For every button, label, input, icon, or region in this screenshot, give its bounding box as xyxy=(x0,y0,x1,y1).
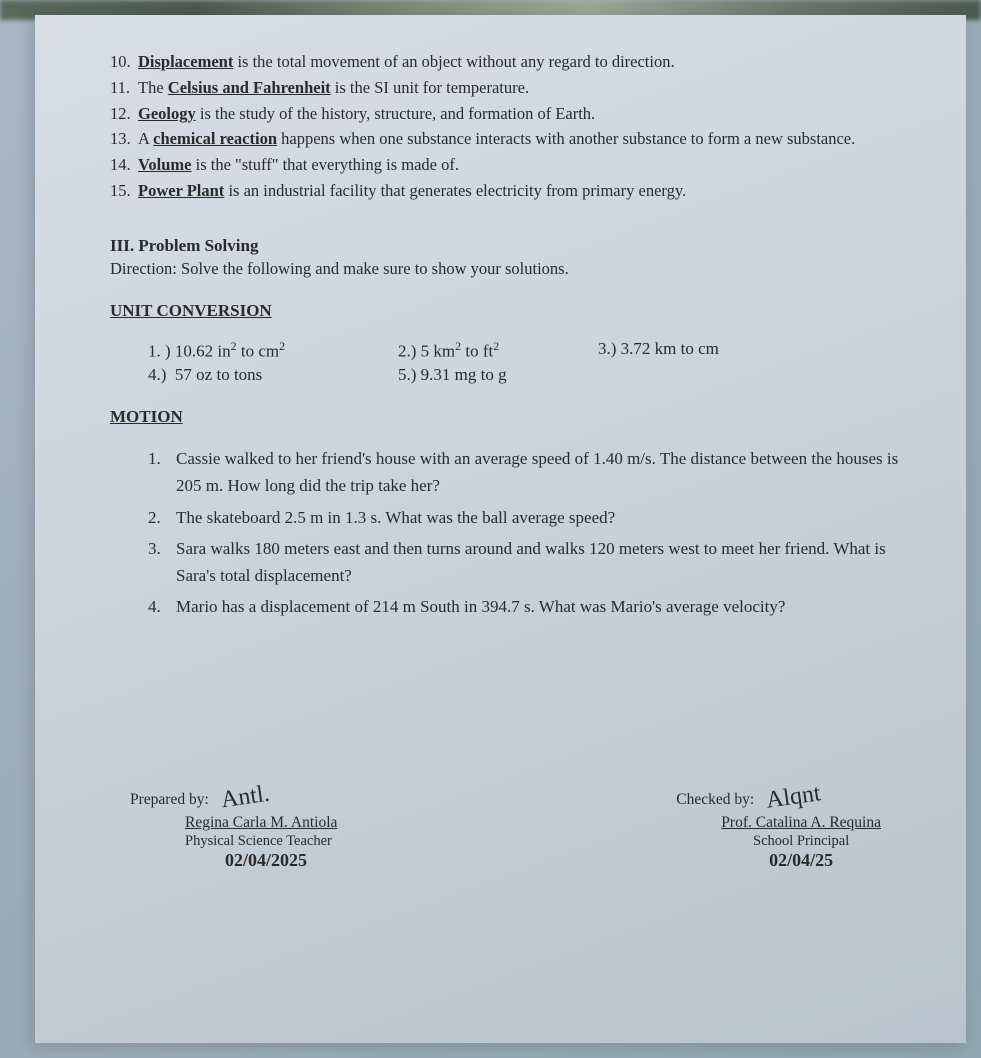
conv-num: 4.) xyxy=(148,365,166,384)
conv-num: 5.) xyxy=(398,365,416,384)
conv-num: 3.) xyxy=(598,339,616,358)
item-15: 15. Power Plant is an industrial facilit… xyxy=(110,179,911,204)
item-text: The Celsius and Fahrenheit is the SI uni… xyxy=(138,76,911,101)
item-text: Power Plant is an industrial facility th… xyxy=(138,179,911,204)
item-number: 12. xyxy=(110,102,138,127)
prepared-by-block: Prepared by: Antl. Regina Carla M. Antio… xyxy=(130,790,337,871)
signature-scribble-icon: Alqnt xyxy=(765,787,821,809)
motion-num: 4. xyxy=(148,593,176,620)
item-rest: is the total movement of an object witho… xyxy=(233,52,674,71)
item-12: 12. Geology is the study of the history,… xyxy=(110,102,911,127)
prepared-label: Prepared by: Antl. xyxy=(130,790,337,809)
checked-by-block: Checked by: Alqnt Prof. Catalina A. Requ… xyxy=(676,790,881,871)
conv-rest: to cm xyxy=(237,341,280,360)
motion-item-4: 4. Mario has a displacement of 214 m Sou… xyxy=(148,593,911,620)
conversion-row-2: 4.) 57 oz to tons 5.) 9.31 mg to g xyxy=(148,365,911,385)
item-term: Volume xyxy=(138,155,191,174)
item-term: Celsius and Fahrenheit xyxy=(168,78,331,97)
conv-rest: to ft xyxy=(461,341,493,360)
conversion-row-1: 1. ) 10.62 in2 to cm2 2.) 5 km2 to ft2 3… xyxy=(148,339,911,362)
conv-num: 2.) xyxy=(398,341,416,360)
item-term: Geology xyxy=(138,104,196,123)
motion-item-1: 1. Cassie walked to her friend's house w… xyxy=(148,445,911,499)
item-term: chemical reaction xyxy=(153,129,277,148)
checked-date: 02/04/25 xyxy=(721,850,881,871)
conv-val: 57 oz to tons xyxy=(175,365,262,384)
item-rest: is the study of the history, structure, … xyxy=(196,104,595,123)
conv-sup2: 2 xyxy=(279,339,285,353)
checked-name: Prof. Catalina A. Requina xyxy=(721,814,881,832)
unit-conversion-list: 1. ) 10.62 in2 to cm2 2.) 5 km2 to ft2 3… xyxy=(110,339,911,386)
prepared-name: Regina Carla M. Antiola xyxy=(185,814,337,832)
item-11: 11. The Celsius and Fahrenheit is the SI… xyxy=(110,76,911,101)
item-10: 10. Displacement is the total movement o… xyxy=(110,50,911,75)
unit-conversion-heading: UNIT CONVERSION xyxy=(110,301,911,321)
item-text: Displacement is the total movement of an… xyxy=(138,50,911,75)
motion-heading: MOTION xyxy=(110,407,911,427)
conv-empty xyxy=(598,365,911,385)
motion-num: 3. xyxy=(148,535,176,589)
checked-role: School Principal xyxy=(721,833,881,850)
conv-num: 1. ) xyxy=(148,341,171,360)
item-text: Geology is the study of the history, str… xyxy=(138,102,911,127)
signature-scribble-icon: Antl. xyxy=(220,787,270,808)
document-page: 10. Displacement is the total movement o… xyxy=(35,15,966,1043)
item-number: 14. xyxy=(110,153,138,178)
item-rest: is the SI unit for temperature. xyxy=(331,78,529,97)
motion-text: Sara walks 180 meters east and then turn… xyxy=(176,535,911,589)
item-number: 13. xyxy=(110,127,138,152)
item-text: Volume is the "stuff" that everything is… xyxy=(138,153,911,178)
signature-area: Prepared by: Antl. Regina Carla M. Antio… xyxy=(110,790,911,871)
conv-val: 9.31 mg to g xyxy=(421,365,507,384)
motion-num: 1. xyxy=(148,445,176,499)
conv-item-4: 4.) 57 oz to tons xyxy=(148,365,398,385)
motion-item-3: 3. Sara walks 180 meters east and then t… xyxy=(148,535,911,589)
item-prefix: A xyxy=(138,129,153,148)
section-3-title: III. Problem Solving xyxy=(110,236,911,256)
conv-val: 10.62 in xyxy=(175,341,231,360)
conv-val: 3.72 km to cm xyxy=(621,339,719,358)
item-rest: is an industrial facility that generates… xyxy=(224,181,686,200)
conv-sup2: 2 xyxy=(493,339,499,353)
item-text: A chemical reaction happens when one sub… xyxy=(138,127,911,152)
motion-text: Mario has a displacement of 214 m South … xyxy=(176,593,911,620)
motion-text: The skateboard 2.5 m in 1.3 s. What was … xyxy=(176,504,911,531)
motion-problems: 1. Cassie walked to her friend's house w… xyxy=(110,445,911,620)
prepared-role: Physical Science Teacher xyxy=(185,833,337,850)
item-term: Displacement xyxy=(138,52,233,71)
conv-item-2: 2.) 5 km2 to ft2 xyxy=(398,339,598,362)
item-number: 15. xyxy=(110,179,138,204)
motion-num: 2. xyxy=(148,504,176,531)
conv-item-1: 1. ) 10.62 in2 to cm2 xyxy=(148,339,398,362)
section-3-direction: Direction: Solve the following and make … xyxy=(110,259,911,279)
item-14: 14. Volume is the "stuff" that everythin… xyxy=(110,153,911,178)
motion-text: Cassie walked to her friend's house with… xyxy=(176,445,911,499)
item-rest: is the "stuff" that everything is made o… xyxy=(191,155,459,174)
motion-item-2: 2. The skateboard 2.5 m in 1.3 s. What w… xyxy=(148,504,911,531)
item-number: 10. xyxy=(110,50,138,75)
true-false-items: 10. Displacement is the total movement o… xyxy=(110,50,911,204)
item-number: 11. xyxy=(110,76,138,101)
conv-item-5: 5.) 9.31 mg to g xyxy=(398,365,598,385)
item-prefix: The xyxy=(138,78,168,97)
conv-item-3: 3.) 3.72 km to cm xyxy=(598,339,911,362)
conv-val: 5 km xyxy=(421,341,455,360)
prepared-date: 02/04/2025 xyxy=(185,850,337,871)
item-rest: happens when one substance interacts wit… xyxy=(277,129,855,148)
item-term: Power Plant xyxy=(138,181,224,200)
item-13: 13. A chemical reaction happens when one… xyxy=(110,127,911,152)
checked-label: Checked by: Alqnt xyxy=(676,790,881,809)
